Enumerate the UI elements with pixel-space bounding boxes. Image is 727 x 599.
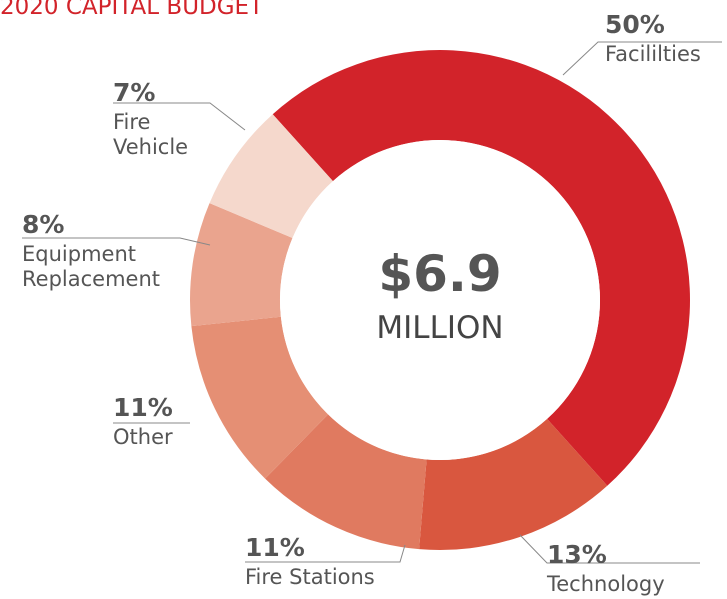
category-label: Fire Stations xyxy=(245,565,375,589)
center-unit: MILLION xyxy=(376,310,504,346)
donut-hole xyxy=(280,140,600,460)
value-label: 8% xyxy=(22,210,65,239)
center-amount: $6.9 xyxy=(378,245,502,303)
slices xyxy=(190,50,691,550)
category-label: Technology xyxy=(547,572,665,596)
category-label: Other xyxy=(113,425,173,449)
slice xyxy=(209,114,333,238)
value-label: 13% xyxy=(547,540,607,569)
slice xyxy=(272,50,691,486)
category-label: Fire Vehicle xyxy=(113,110,189,159)
value-label: 11% xyxy=(113,393,173,422)
leader-line xyxy=(113,102,246,131)
slice xyxy=(419,418,608,550)
slice xyxy=(265,414,427,550)
leader-line xyxy=(22,237,211,246)
value-label: 7% xyxy=(113,78,156,107)
leader-line xyxy=(562,41,722,76)
value-label: 50% xyxy=(605,10,665,39)
category-label: Equipment Replacement xyxy=(22,242,160,291)
slice xyxy=(190,203,293,327)
leader-line xyxy=(519,534,700,564)
leader-lines xyxy=(22,41,722,564)
slice xyxy=(191,316,329,479)
chart-title: 2020 CAPITAL BUDGET xyxy=(0,0,264,20)
leader-line xyxy=(245,544,406,563)
category-label: Facililties xyxy=(605,42,701,66)
value-label: 11% xyxy=(245,533,305,562)
